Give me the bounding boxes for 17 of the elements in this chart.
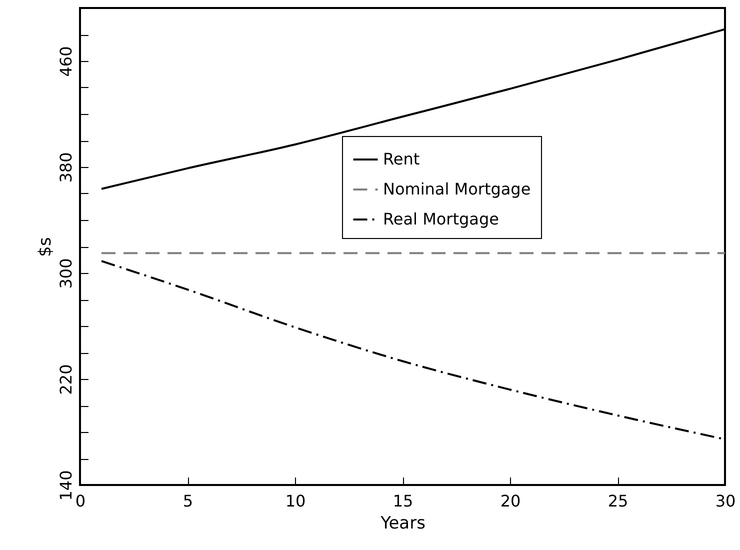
y-tick-label: 300 (56, 258, 76, 289)
x-axis-title: Years (380, 514, 426, 534)
x-tick-label: 0 (75, 492, 86, 510)
legend-label: Nominal Mortgage (383, 180, 531, 198)
y-axis-title: $s (36, 237, 56, 257)
y-tick-label: 140 (56, 470, 76, 501)
legend-label: Real Mortgage (383, 210, 499, 228)
x-tick-label: 10 (285, 492, 306, 510)
y-tick-label: 220 (56, 364, 76, 395)
x-tick-label: 30 (715, 492, 736, 510)
x-tick-label: 25 (608, 492, 628, 510)
y-tick-label: 380 (56, 152, 76, 183)
x-tick-label: 15 (392, 492, 414, 510)
legend-label: Rent (383, 150, 420, 168)
x-tick-label: 5 (182, 492, 194, 510)
x-tick-label: 20 (500, 492, 521, 510)
y-tick-label: 460 (56, 46, 76, 77)
